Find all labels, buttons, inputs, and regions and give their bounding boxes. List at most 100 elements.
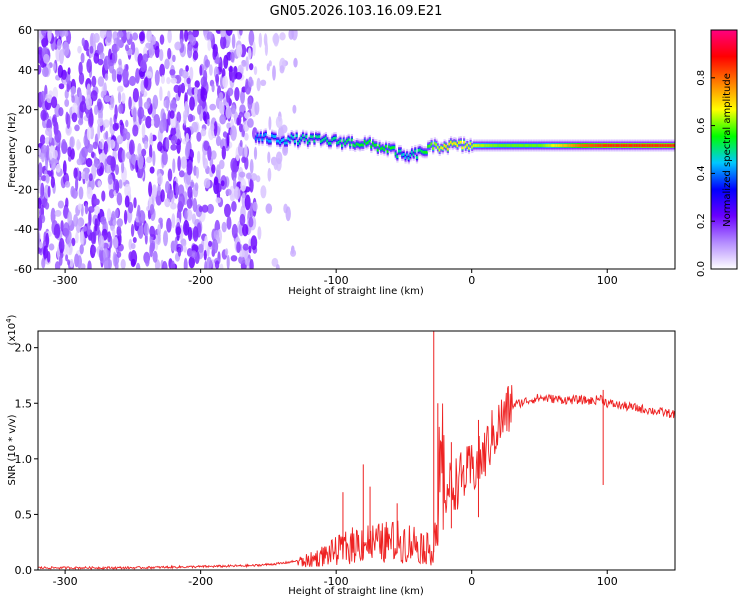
signal-cell	[653, 144, 656, 147]
signal-cell	[406, 153, 409, 157]
noise-cell	[112, 228, 116, 239]
noise-cell	[97, 117, 104, 127]
noise-cell	[56, 38, 62, 51]
signal-cell	[570, 144, 573, 147]
noise-cell	[249, 202, 254, 218]
noise-cell	[230, 125, 237, 141]
signal-cell	[308, 139, 311, 143]
noise-cell	[86, 126, 92, 141]
signal-cell	[433, 141, 436, 145]
signal-cell	[663, 144, 666, 147]
noise-cell	[198, 243, 204, 253]
noise-cell	[144, 140, 149, 150]
noise-cell	[70, 86, 77, 95]
noise-cell	[255, 175, 261, 183]
signal-cell	[547, 144, 550, 147]
signal-cell	[435, 143, 438, 147]
signal-cell	[546, 144, 549, 147]
signal-cell	[620, 144, 623, 147]
snr-series-line	[38, 385, 675, 570]
snr-x-tick-label: -100	[324, 575, 349, 588]
noise-cell	[157, 224, 162, 237]
signal-cell	[404, 156, 407, 159]
noise-cell	[292, 104, 297, 114]
signal-cell	[625, 144, 628, 147]
signal-cell	[534, 144, 537, 147]
spec-y-tick-label: 20	[18, 104, 32, 117]
signal-cell	[417, 149, 420, 152]
noise-cell	[249, 63, 254, 71]
noise-cell	[149, 225, 156, 237]
noise-cell	[114, 208, 119, 219]
signal-cell	[576, 144, 580, 147]
noise-cell	[260, 185, 267, 199]
signal-cell	[367, 141, 370, 144]
signal-cell	[544, 144, 547, 147]
noise-cell	[123, 209, 128, 225]
noise-cell	[164, 198, 171, 208]
signal-cell	[355, 142, 358, 146]
signal-cell	[454, 142, 458, 146]
noise-cell	[253, 66, 258, 76]
noise-cell	[184, 101, 188, 112]
noise-cell	[51, 96, 58, 109]
spectrogram-y-label: Frequency (Hz)	[7, 112, 18, 188]
noise-cell	[82, 225, 87, 232]
noise-cell	[132, 237, 137, 243]
noise-cell	[78, 186, 84, 200]
noise-cell	[91, 75, 97, 88]
noise-cell	[149, 166, 155, 174]
noise-cell	[47, 30, 52, 43]
noise-cell	[157, 184, 161, 197]
signal-cell	[345, 139, 349, 143]
snr-frame	[37, 330, 676, 571]
signal-cell	[368, 139, 371, 143]
colorbar-gradient	[710, 29, 738, 270]
signal-cell	[425, 150, 428, 154]
noise-cell	[135, 262, 141, 269]
noise-cell	[146, 71, 153, 79]
noise-cell	[92, 245, 97, 254]
noise-cell	[249, 159, 254, 174]
noise-cell	[214, 260, 220, 269]
signal-cell	[580, 144, 583, 147]
signal-cell	[497, 144, 500, 147]
noise-cell	[67, 146, 72, 157]
noise-cell	[256, 77, 261, 92]
snr-y-tick-label: 0.0	[15, 564, 33, 577]
signal-cell	[306, 141, 310, 145]
signal-cell	[370, 145, 373, 149]
signal-cell	[593, 144, 596, 147]
noise-cell	[247, 96, 253, 111]
noise-cell	[167, 168, 173, 182]
signal-cell	[557, 144, 560, 147]
noise-cell	[85, 157, 93, 168]
noise-cell	[101, 190, 106, 202]
noise-cell	[137, 204, 141, 215]
signal-cell	[264, 133, 267, 136]
noise-cell	[41, 257, 46, 269]
noise-cell	[171, 213, 176, 229]
signal-cell	[279, 141, 282, 145]
noise-cell	[215, 73, 220, 84]
noise-cell	[172, 158, 176, 174]
noise-cell	[264, 41, 268, 56]
snr-x-tick-label: 0	[468, 575, 475, 588]
noise-cell	[126, 31, 130, 40]
noise-cell	[239, 30, 243, 36]
signal-cell	[326, 139, 329, 143]
colorbar-tick-label: 0.2	[696, 213, 707, 229]
noise-cell	[151, 184, 158, 199]
noise-cell	[169, 99, 177, 114]
noise-cell	[170, 202, 177, 210]
noise-cell	[62, 160, 67, 176]
noise-cell	[227, 87, 234, 97]
signal-cell	[668, 144, 671, 147]
noise-cell	[41, 144, 48, 154]
noise-cell	[98, 235, 105, 251]
signal-cell	[256, 134, 259, 138]
signal-cell	[334, 136, 337, 140]
noise-cell	[95, 160, 101, 170]
noise-cell	[93, 205, 101, 215]
noise-cell	[67, 211, 73, 226]
